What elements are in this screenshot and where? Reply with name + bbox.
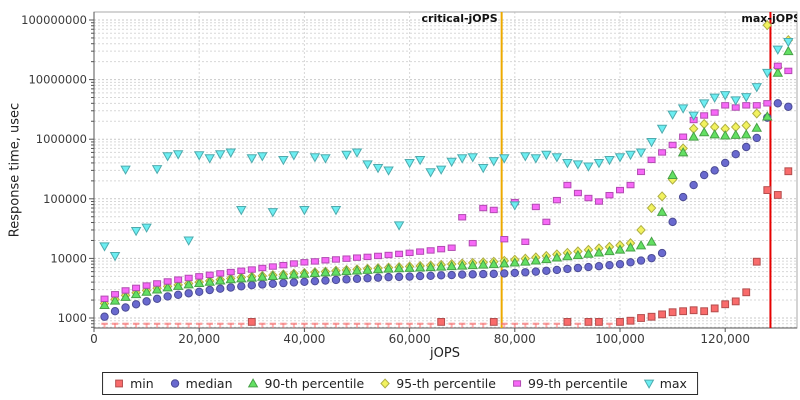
x-tick-label: 20,000 <box>178 332 220 346</box>
legend-marker-90-th-percentile <box>248 378 259 388</box>
series-99-th-percentile <box>100 62 793 302</box>
data-points <box>99 20 794 328</box>
legend-marker-95-th-percentile <box>380 378 391 389</box>
x-tick-label: 0 <box>90 332 98 346</box>
svg-text:critical-jOPS: critical-jOPS <box>422 12 498 25</box>
legend-marker-99-th-percentile <box>512 380 521 387</box>
legend-item-median: median <box>169 376 233 391</box>
chart-legend: min median 90-th percentile 95-th percentil… <box>102 372 698 395</box>
svg-text:max-jOPS: max-jOPS <box>741 12 800 25</box>
marker-max-jops: max-jOPS <box>741 12 800 328</box>
legend-marker-min <box>115 379 123 388</box>
legend-label: 90-th percentile <box>264 376 365 391</box>
y-tick-label: 100000000 <box>21 13 87 27</box>
legend-item-min: min <box>113 376 154 391</box>
x-tick-label: 100,000 <box>595 332 645 346</box>
y-tick-label: 100000 <box>43 192 87 206</box>
x-tick-label: 80,000 <box>494 332 536 346</box>
y-tick-label: 10000 <box>50 251 87 265</box>
legend-item-99-th-percentile: 99-th percentile <box>511 376 628 391</box>
x-axis-ticks: 0 20,000 40,000 60,000 80,000 100,000 120,000 <box>90 328 750 346</box>
x-tick-label: 120,000 <box>700 332 750 346</box>
legend-label: median <box>185 376 233 391</box>
legend-label: max <box>659 376 687 391</box>
grid-lines <box>94 12 797 328</box>
legend-item-max: max <box>643 376 687 391</box>
series-median <box>100 99 793 321</box>
legend-item-95-th-percentile: 95-th percentile <box>379 376 496 391</box>
x-tick-label: 40,000 <box>283 332 325 346</box>
x-tick-label: 60,000 <box>389 332 431 346</box>
series-95-th-percentile <box>99 20 794 309</box>
legend-label: min <box>130 376 154 391</box>
legend-label: 99-th percentile <box>527 376 628 391</box>
x-axis-title: jOPS <box>430 346 460 361</box>
y-tick-label: 1000 <box>58 311 87 325</box>
legend-label: 95-th percentile <box>396 376 496 391</box>
legend-item-90-th-percentile: 90-th percentile <box>248 376 365 391</box>
y-axis-ticks: 1000 10000 100000 1000000 10000000 100000000 <box>21 13 94 328</box>
series-90-th-percentile <box>99 45 794 309</box>
y-tick-label: 10000000 <box>28 73 87 87</box>
series-min <box>101 167 793 328</box>
series-max <box>99 37 794 262</box>
y-tick-label: 1000000 <box>36 132 87 146</box>
legend-marker-max <box>643 379 654 389</box>
legend-marker-median <box>170 379 179 388</box>
